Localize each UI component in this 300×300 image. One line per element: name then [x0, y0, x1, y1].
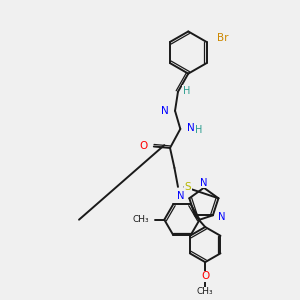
Text: O: O — [140, 142, 148, 152]
Text: H: H — [182, 85, 190, 96]
Text: N: N — [218, 212, 226, 222]
Text: O: O — [201, 271, 209, 281]
Text: N: N — [161, 106, 169, 116]
Text: N: N — [176, 191, 184, 201]
Text: N: N — [200, 178, 208, 188]
Text: N: N — [188, 123, 195, 133]
Text: CH₃: CH₃ — [133, 215, 150, 224]
Text: S: S — [184, 182, 191, 192]
Text: H: H — [195, 125, 202, 135]
Text: Br: Br — [217, 34, 228, 44]
Text: CH₃: CH₃ — [197, 287, 214, 296]
